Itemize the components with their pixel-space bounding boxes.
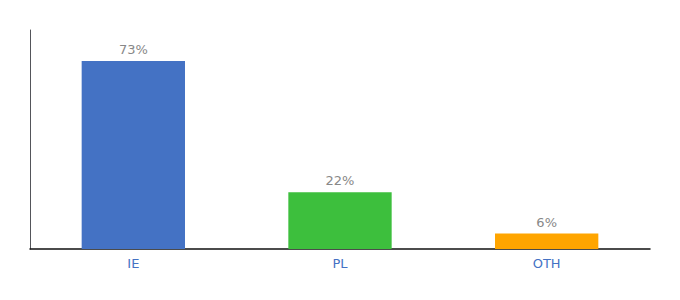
svg-text:73%: 73% xyxy=(119,42,148,57)
svg-text:OTH: OTH xyxy=(533,256,561,271)
svg-text:22%: 22% xyxy=(326,173,355,188)
svg-text:IE: IE xyxy=(127,256,139,271)
svg-text:PL: PL xyxy=(332,256,348,271)
svg-text:6%: 6% xyxy=(536,215,557,230)
